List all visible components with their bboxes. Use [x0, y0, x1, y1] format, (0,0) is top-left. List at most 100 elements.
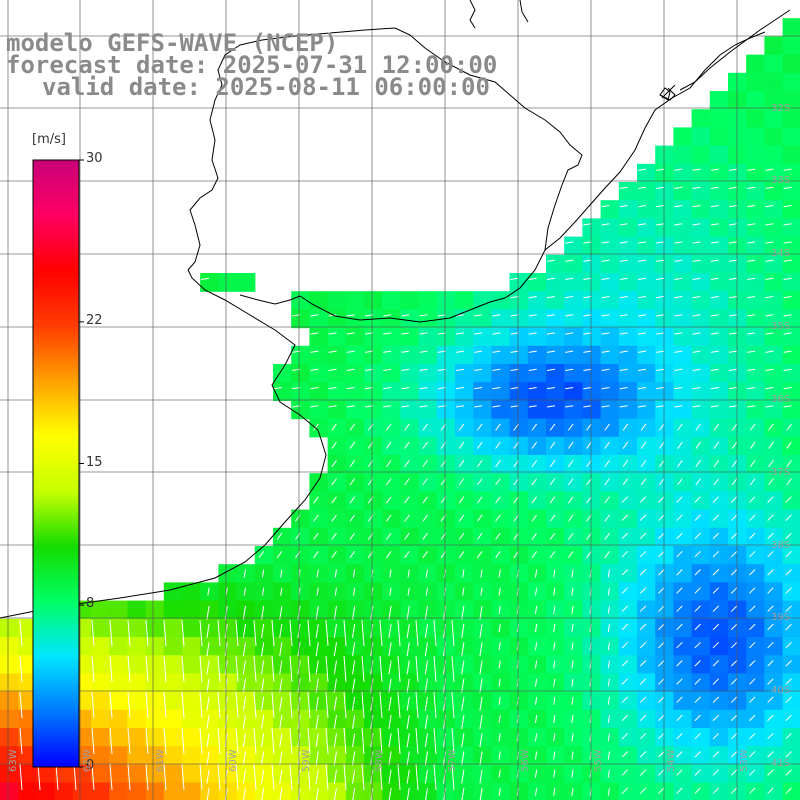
speed-cell: [618, 527, 638, 547]
speed-cell: [782, 564, 800, 583]
speed-cell: [600, 473, 620, 492]
speed-cell: [473, 309, 492, 329]
speed-cell: [582, 218, 602, 238]
speed-cell: [782, 637, 800, 656]
wind-arrow: [407, 569, 410, 578]
wind-arrow: [567, 478, 574, 486]
wind-arrow: [747, 223, 756, 226]
speed-cell: [637, 509, 656, 529]
wind-arrow: [601, 368, 610, 372]
wind-arrow: [637, 350, 646, 353]
speed-cell: [582, 691, 602, 711]
wind-arrow: [571, 678, 574, 687]
wind-arrow: [388, 715, 392, 730]
wind-arrow: [637, 186, 646, 190]
speed-cell: [691, 309, 711, 329]
speed-cell: [546, 527, 565, 547]
speed-cell: [236, 600, 256, 620]
speed-cell: [527, 309, 547, 329]
wind-arrow: [658, 423, 665, 431]
wind-arrow: [767, 605, 774, 612]
speed-cell: [236, 691, 256, 711]
speed-cell: [564, 327, 583, 347]
wind-arrow: [361, 691, 365, 719]
speed-cell: [728, 527, 747, 547]
speed-cell: [764, 400, 784, 420]
speed-cell: [673, 655, 693, 674]
wind-arrow: [749, 550, 756, 558]
wind-arrow: [571, 587, 574, 596]
wind-arrow: [243, 787, 246, 800]
speed-cell: [782, 764, 800, 784]
speed-cell: [455, 345, 474, 365]
speed-cell: [728, 273, 747, 292]
wind-arrow: [747, 314, 756, 317]
speed-cell: [382, 546, 401, 565]
speed-cell: [764, 36, 784, 56]
wind-arrow: [658, 787, 665, 794]
wind-arrow: [619, 350, 628, 353]
speed-cell: [637, 182, 656, 201]
speed-cell: [254, 691, 274, 711]
speed-cell: [564, 436, 583, 456]
wind-arrow: [658, 550, 665, 558]
speed-cell: [418, 473, 438, 492]
speed-cell: [564, 782, 583, 800]
wind-arrow: [206, 624, 210, 639]
speed-cell: [546, 309, 565, 329]
wind-arrow: [710, 368, 719, 372]
speed-cell: [546, 618, 565, 638]
speed-cell: [527, 327, 547, 347]
wind-arrow: [307, 727, 311, 755]
wind-arrow: [422, 551, 428, 559]
speed-cell: [637, 546, 656, 565]
longitude-label: 61W: [155, 749, 166, 772]
speed-cell: [400, 546, 420, 565]
wind-arrow: [343, 619, 347, 647]
wind-arrow: [749, 423, 756, 431]
speed-cell: [564, 400, 583, 420]
speed-cell: [709, 546, 729, 565]
speed-cell: [182, 709, 201, 729]
wind-arrow: [674, 332, 683, 335]
wind-arrow: [206, 751, 210, 766]
speed-cell: [418, 491, 438, 511]
wind-arrow: [712, 751, 720, 758]
wind-arrow: [676, 623, 683, 631]
speed-cell: [673, 382, 693, 401]
speed-cell: [327, 746, 347, 765]
speed-cell: [364, 455, 383, 474]
wind-arrow: [710, 186, 719, 190]
wind-arrow: [404, 478, 410, 486]
speed-cell: [400, 436, 420, 456]
speed-cell: [546, 600, 565, 620]
wind-arrow: [498, 605, 501, 614]
speed-cell: [546, 455, 565, 474]
wind-arrow: [364, 332, 373, 335]
speed-cell: [527, 546, 547, 565]
wind-arrow: [361, 619, 365, 647]
speed-cell: [746, 618, 765, 638]
speed-cell: [91, 782, 110, 800]
wind-arrow: [549, 441, 556, 449]
speed-cell: [764, 72, 784, 92]
wind-arrow: [55, 763, 59, 791]
speed-cell: [91, 655, 110, 674]
speed-cell: [746, 509, 765, 529]
wind-arrow: [765, 223, 774, 226]
speed-cell: [527, 291, 547, 310]
speed-cell: [691, 455, 711, 474]
speed-cell: [364, 582, 383, 602]
wind-arrow: [695, 460, 701, 468]
wind-arrow: [492, 332, 501, 335]
speed-cell: [109, 746, 128, 765]
speed-cell: [109, 673, 128, 693]
speed-cell: [36, 782, 56, 800]
wind-arrow: [731, 423, 738, 431]
speed-cell: [564, 473, 583, 492]
wind-vector-field: [19, 168, 792, 800]
speed-cell: [637, 637, 656, 656]
wind-arrow: [419, 332, 428, 335]
wind-arrow: [279, 733, 283, 748]
speed-cell: [218, 582, 238, 602]
